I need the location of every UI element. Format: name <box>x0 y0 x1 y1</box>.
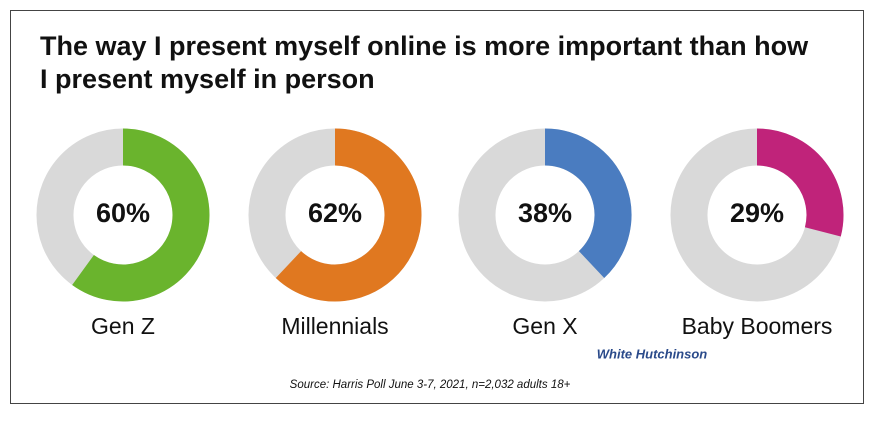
donut-segment <box>275 128 422 302</box>
value-label: 60% <box>96 198 150 228</box>
value-label: 38% <box>518 198 572 228</box>
category-label: Baby Boomers <box>682 313 833 339</box>
donut-segment <box>72 128 210 302</box>
donut-segment <box>756 128 844 237</box>
value-label: 29% <box>730 198 784 228</box>
category-label: Gen X <box>512 313 577 339</box>
frame <box>10 10 864 404</box>
value-label: 62% <box>308 198 362 228</box>
logo: White Hutchinson <box>597 346 708 361</box>
category-label: Gen Z <box>91 313 155 339</box>
category-label: Millennials <box>281 313 388 339</box>
donut-segment <box>544 128 632 279</box>
source-note: Source: Harris Poll June 3-7, 2021, n=2,… <box>290 379 571 391</box>
chart-title: The way I present myself online is more … <box>40 31 809 94</box>
